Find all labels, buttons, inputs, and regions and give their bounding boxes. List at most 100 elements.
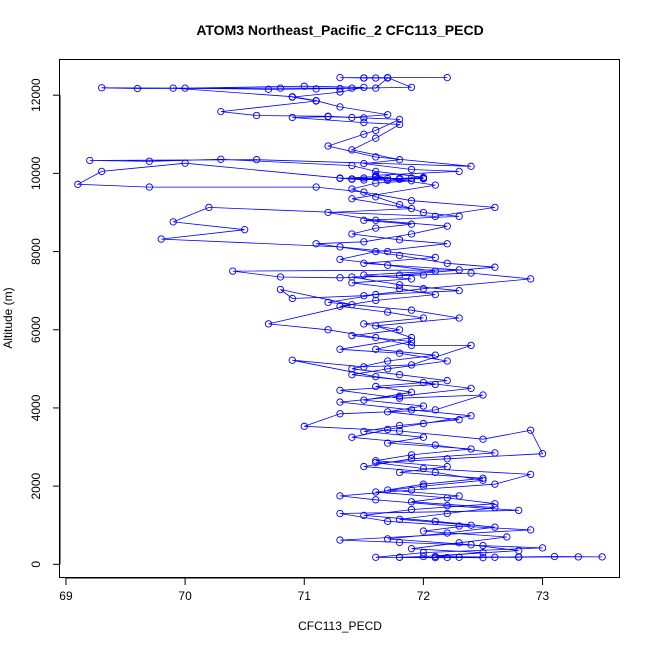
data-point (395, 538, 404, 547)
data-point (455, 287, 463, 295)
data-point (443, 529, 451, 537)
data-point (205, 203, 213, 212)
data-point (395, 200, 404, 209)
data-point (395, 236, 404, 244)
y-tick-label: 12000 (29, 78, 43, 112)
data-point (336, 345, 344, 353)
data-point (419, 482, 428, 490)
data-point (407, 505, 416, 514)
data-point (336, 536, 344, 544)
data-point (336, 509, 344, 518)
data-point (372, 459, 380, 467)
x-tick-label: 72 (417, 589, 431, 603)
data-point (526, 470, 535, 479)
data-point (229, 267, 237, 275)
data-point (372, 153, 380, 161)
data-point (360, 83, 368, 92)
data-point (419, 433, 428, 441)
data-point (372, 84, 380, 92)
data-point (276, 285, 285, 294)
data-point (372, 193, 380, 201)
data-point (407, 204, 416, 213)
y-tick-label: 10000 (29, 156, 43, 190)
data-point (526, 426, 535, 434)
data-point (467, 412, 475, 420)
data-point (407, 498, 416, 506)
y-tick-label: 0 (29, 561, 43, 568)
data-point (443, 553, 451, 562)
data-point (407, 451, 416, 459)
data-point (431, 406, 439, 414)
data-point (264, 85, 273, 93)
data-point (372, 488, 380, 496)
data-point (491, 203, 499, 212)
data-point (169, 84, 177, 92)
data-point (384, 357, 392, 365)
data-point (467, 384, 475, 393)
data-point (467, 341, 475, 350)
data-point (407, 455, 416, 463)
data-point (395, 156, 404, 164)
data-point (407, 220, 416, 228)
data-point (419, 480, 428, 488)
data-point (526, 275, 535, 283)
x-tick-label: 73 (536, 589, 550, 603)
data-point (348, 161, 356, 170)
data-point (538, 450, 547, 458)
y-tick-label: 2000 (29, 472, 43, 499)
data-point (252, 156, 261, 164)
data-point (348, 331, 356, 340)
data-point (336, 255, 344, 264)
data-point (360, 159, 368, 168)
data-point (157, 235, 165, 243)
data-point (336, 492, 344, 500)
series-line (76, 77, 603, 559)
data-point (407, 83, 416, 92)
data-point (348, 433, 356, 441)
data-point (384, 308, 392, 316)
data-point (407, 230, 416, 238)
data-point (145, 183, 154, 191)
data-point (407, 197, 416, 205)
y-axis-label: Altitude (m) (1, 287, 15, 348)
series-line (173, 77, 519, 559)
data-point (419, 402, 428, 410)
data-point (431, 552, 439, 561)
data-point (407, 333, 416, 342)
data-point (336, 73, 344, 82)
data-point (336, 174, 344, 183)
data-point (288, 294, 296, 303)
data-point (312, 97, 320, 105)
data-point (288, 356, 296, 364)
data-point (443, 73, 451, 82)
data-point (372, 167, 380, 176)
data-point (372, 216, 380, 224)
data-point (491, 523, 499, 531)
data-point (395, 285, 404, 293)
data-point (395, 271, 404, 279)
data-point (384, 408, 392, 416)
y-tick-label: 6000 (29, 316, 43, 343)
data-point (455, 167, 463, 176)
data-point (372, 172, 380, 181)
data-point (348, 175, 356, 183)
data-point (479, 476, 487, 484)
data-point (407, 388, 416, 396)
data-point (479, 391, 487, 399)
data-point (288, 93, 296, 101)
data-point (360, 216, 368, 224)
data-point (312, 85, 320, 93)
data-point (348, 273, 356, 281)
data-point (419, 285, 428, 293)
x-axis-label: CFC113_PECD (298, 619, 382, 633)
data-point (384, 261, 392, 269)
x-axis: 69 70 71 72 73 (59, 577, 550, 603)
data-point (360, 271, 368, 279)
data-point (384, 176, 392, 185)
data-point (384, 425, 392, 434)
data-point (419, 552, 428, 561)
data-point (491, 500, 499, 508)
data-point (491, 263, 499, 271)
data-point (598, 553, 606, 561)
data-point (145, 157, 154, 165)
